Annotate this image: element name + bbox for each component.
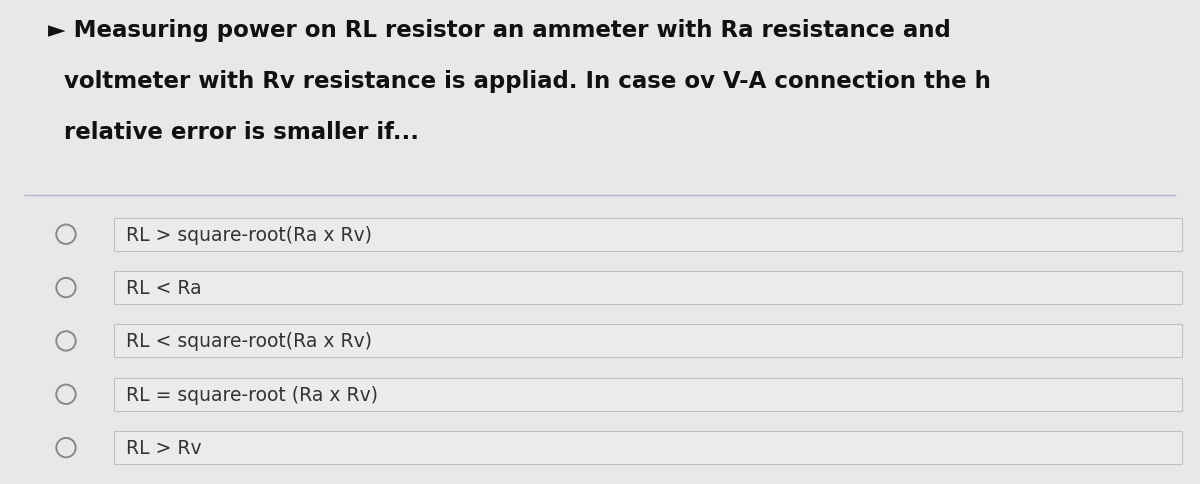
Text: ► Measuring power on RL resistor an ammeter with Ra resistance and: ► Measuring power on RL resistor an amme…	[48, 19, 950, 42]
Text: RL = square-root (Ra x Rv): RL = square-root (Ra x Rv)	[126, 385, 378, 404]
FancyBboxPatch shape	[114, 378, 1182, 411]
Text: RL > square-root(Ra x Rv): RL > square-root(Ra x Rv)	[126, 225, 372, 244]
Text: RL < square-root(Ra x Rv): RL < square-root(Ra x Rv)	[126, 332, 372, 351]
Text: voltmeter with Rv resistance is appliad. In case ov V-A connection the h: voltmeter with Rv resistance is appliad.…	[48, 70, 991, 93]
FancyBboxPatch shape	[114, 325, 1182, 358]
FancyBboxPatch shape	[114, 431, 1182, 464]
FancyBboxPatch shape	[114, 272, 1182, 304]
FancyBboxPatch shape	[114, 218, 1182, 251]
Text: RL < Ra: RL < Ra	[126, 278, 202, 298]
Text: relative error is smaller if...: relative error is smaller if...	[48, 121, 419, 144]
Text: RL > Rv: RL > Rv	[126, 438, 202, 457]
